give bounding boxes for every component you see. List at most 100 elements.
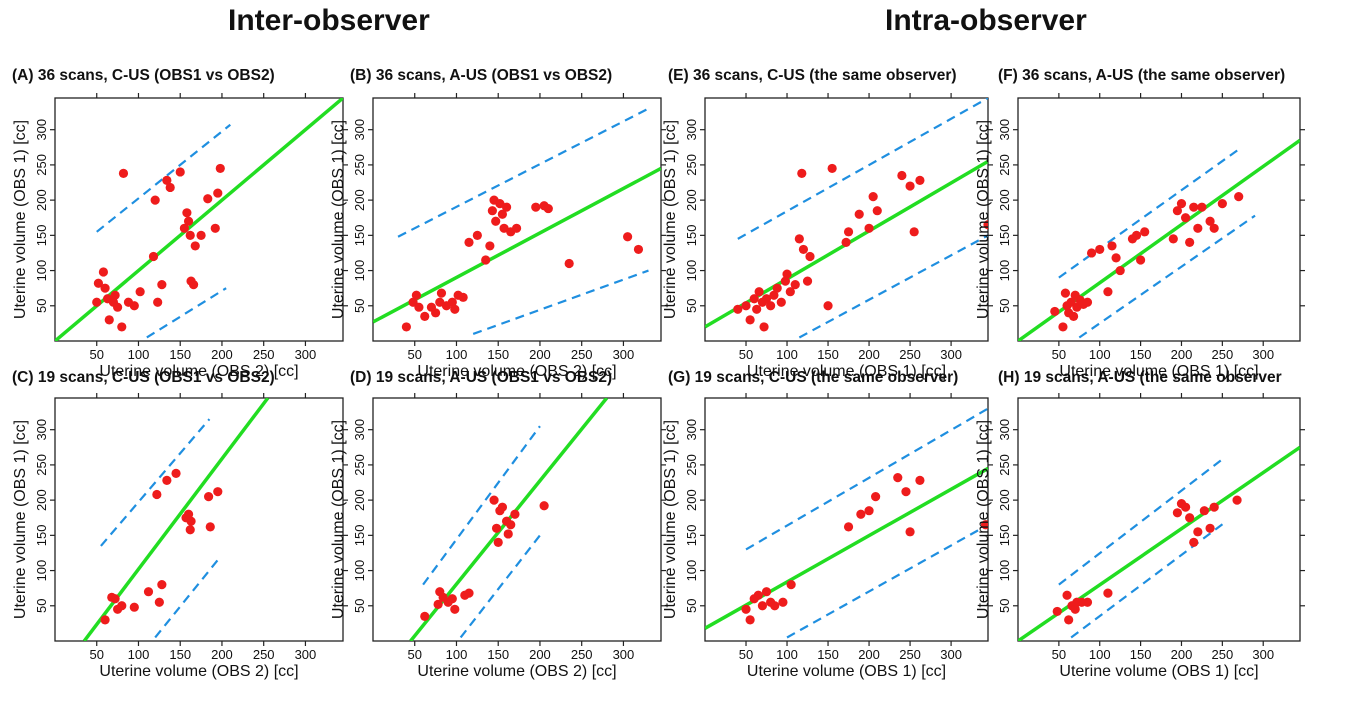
data-point	[153, 297, 163, 307]
data-point	[909, 227, 919, 237]
x-tick-label: 100	[128, 647, 150, 662]
x-tick-label: 50	[90, 347, 104, 362]
data-point	[1232, 495, 1242, 505]
data-point	[1185, 513, 1195, 523]
data-point	[1082, 597, 1093, 607]
panel-title: (F) 36 scans, A-US (the same observer)	[998, 67, 1285, 84]
data-point	[98, 267, 109, 277]
data-point	[893, 472, 903, 483]
x-tick-label: 150	[487, 647, 509, 662]
data-point	[1103, 287, 1113, 297]
data-point	[1095, 244, 1105, 255]
upper-limit-line	[397, 107, 649, 238]
x-tick-label: 50	[1052, 647, 1066, 662]
upper-limit-line	[422, 425, 541, 586]
y-tick-label: 200	[997, 489, 1012, 511]
data-point	[447, 297, 457, 307]
data-point	[1209, 502, 1219, 512]
data-point	[129, 301, 139, 311]
y-tick-label: 100	[997, 260, 1012, 282]
data-point	[213, 487, 223, 497]
data-point	[143, 587, 154, 597]
data-point	[1189, 537, 1199, 547]
data-point	[188, 280, 199, 290]
y-tick-label: 100	[352, 560, 367, 582]
x-tick-label: 250	[571, 647, 593, 662]
data-point	[778, 597, 788, 607]
data-point	[905, 181, 915, 191]
lower-limit-line	[1070, 520, 1228, 639]
regression-line	[1018, 445, 1300, 641]
y-tick-label: 250	[352, 454, 367, 476]
y-tick-label: 250	[684, 454, 699, 476]
lower-limit-line	[459, 534, 541, 639]
y-tick-label: 50	[34, 599, 49, 613]
upper-limit-line	[100, 418, 211, 547]
data-point	[841, 237, 851, 247]
upper-limit-line	[96, 123, 231, 233]
data-point	[785, 287, 795, 297]
y-tick-label: 150	[997, 524, 1012, 546]
data-point	[749, 294, 759, 304]
data-point	[1189, 202, 1199, 212]
data-point	[1064, 615, 1074, 625]
data-point	[872, 206, 882, 216]
x-tick-label: 50	[1052, 347, 1066, 362]
data-point	[179, 223, 189, 233]
x-tick-label: 300	[295, 347, 317, 362]
data-point	[1180, 213, 1191, 223]
x-tick-label: 250	[253, 347, 275, 362]
plot-area	[55, 98, 343, 341]
data-point	[113, 302, 123, 312]
y-axis-label: Uterine volume (OBS 1) [cc]	[330, 420, 347, 619]
data-point	[110, 594, 120, 604]
y-tick-label: 100	[997, 560, 1012, 582]
x-tick-label: 150	[169, 647, 191, 662]
data-point	[1103, 588, 1113, 598]
x-tick-label: 200	[211, 347, 233, 362]
data-point	[185, 230, 195, 240]
data-point	[1168, 234, 1178, 244]
panel-a: (A) 36 scans, C-US (OBS1 vs OBS2) 50 100 15…	[12, 67, 348, 380]
data-point	[794, 234, 804, 244]
panel-b: (B) 36 scans, A-US (OBS1 vs OBS2) 50 100 15…	[330, 67, 666, 380]
x-tick-label: 300	[613, 347, 635, 362]
y-tick-label: 250	[997, 154, 1012, 176]
data-point	[171, 468, 181, 478]
data-point	[802, 276, 813, 286]
y-tick-label: 150	[997, 224, 1012, 246]
data-point	[531, 202, 541, 212]
data-point	[117, 601, 127, 611]
data-point	[901, 487, 911, 497]
plot-frame	[372, 397, 662, 642]
y-tick-label: 300	[684, 419, 699, 441]
data-point	[450, 304, 460, 314]
data-point	[798, 244, 809, 255]
data-point	[162, 475, 172, 486]
data-point	[745, 315, 755, 325]
y-tick-label: 200	[352, 189, 367, 211]
lower-limit-line	[786, 523, 988, 639]
y-tick-label: 150	[34, 224, 49, 246]
data-point	[1172, 508, 1182, 518]
data-point	[497, 209, 507, 219]
plot-area	[373, 107, 661, 335]
data-point	[769, 290, 779, 300]
y-tick-label: 100	[684, 260, 699, 282]
data-point	[1050, 306, 1060, 317]
data-point	[447, 594, 457, 604]
y-tick-label: 150	[352, 224, 367, 246]
data-point	[905, 527, 915, 537]
data-point	[1205, 216, 1215, 226]
data-point	[1068, 311, 1079, 321]
panel-title: (H) 19 scans, A-US (the same observer	[998, 369, 1282, 386]
data-point	[1060, 288, 1071, 298]
data-point	[797, 168, 807, 178]
x-tick-label: 50	[90, 647, 104, 662]
y-tick-label: 300	[997, 419, 1012, 441]
data-point	[1205, 523, 1215, 533]
data-point	[1185, 237, 1195, 247]
data-point	[1193, 223, 1203, 233]
x-tick-label: 200	[529, 347, 551, 362]
data-point	[854, 209, 864, 219]
